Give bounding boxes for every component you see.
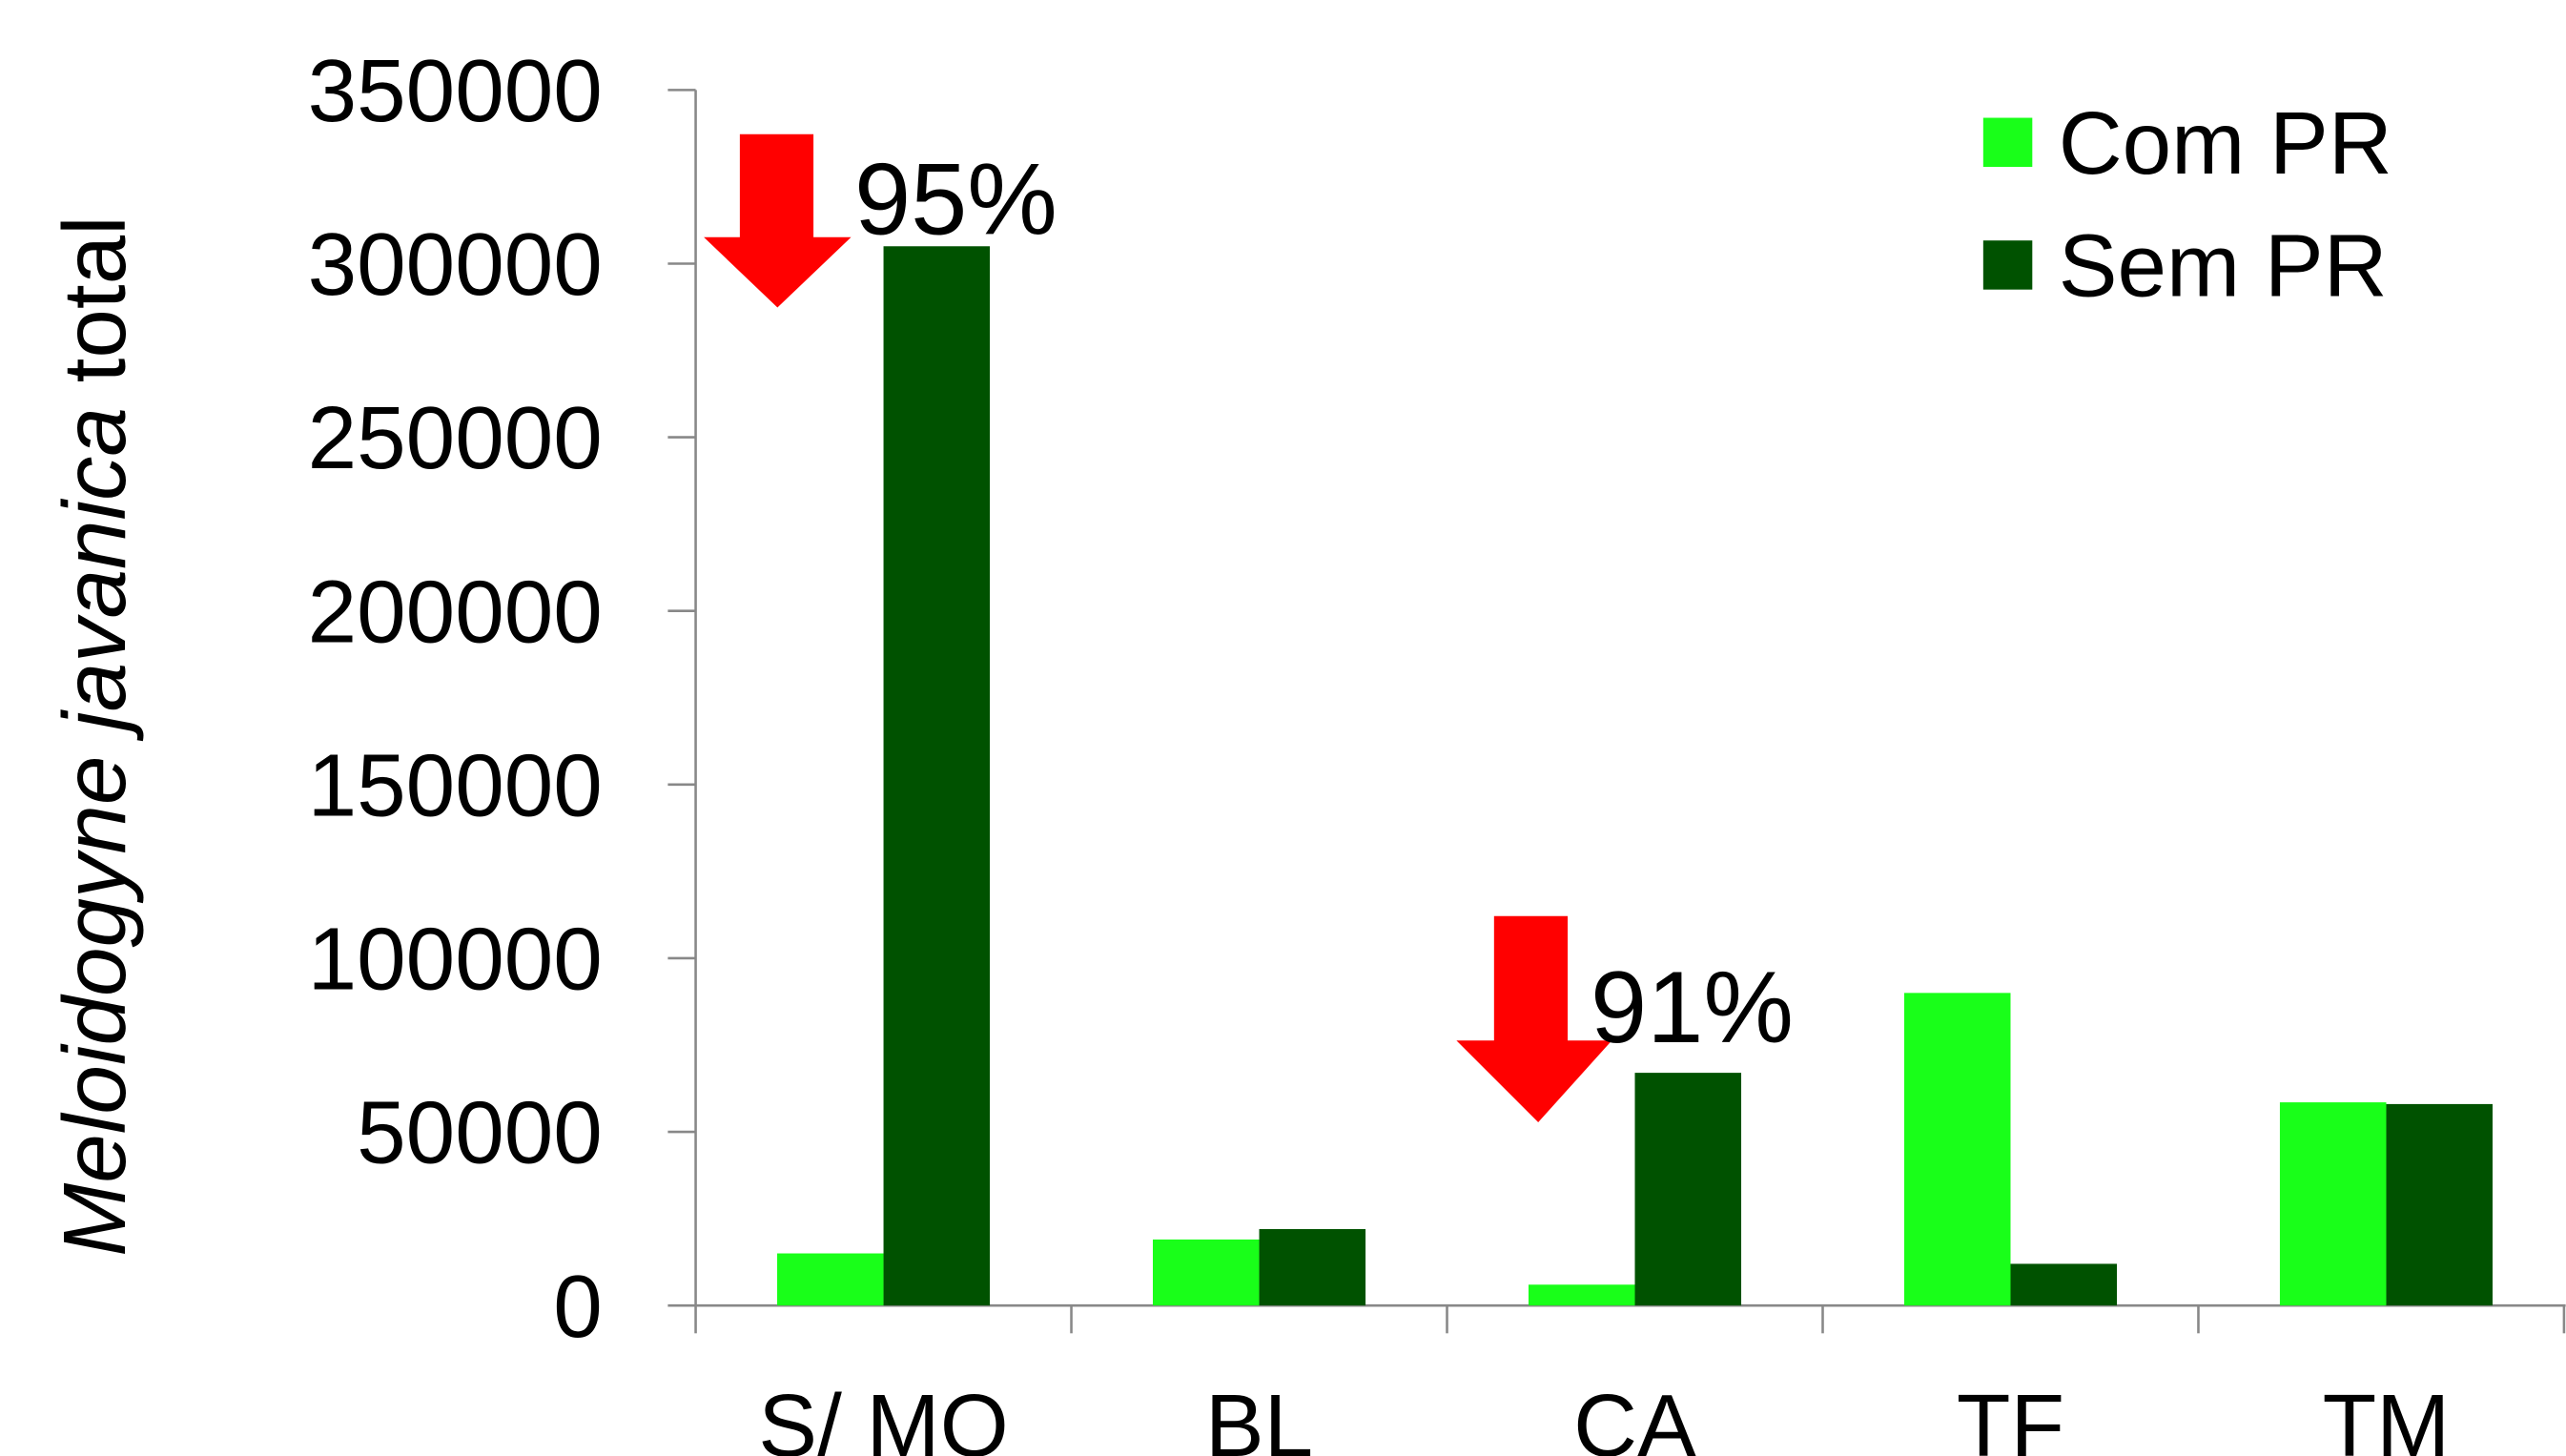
y-tick-label: 0 — [553, 1257, 603, 1356]
bar — [2386, 1103, 2493, 1306]
y-tick-label: 250000 — [308, 388, 603, 487]
legend-swatch — [1982, 240, 2033, 290]
bar — [1634, 1073, 1742, 1306]
y-tick-label: 300000 — [308, 215, 603, 314]
annotation: 91% — [1591, 951, 1794, 1064]
y-tick-label: 50000 — [357, 1083, 603, 1182]
legend-label: Sem PR — [2059, 216, 2388, 316]
annotation: 95% — [854, 142, 1057, 256]
bar — [1153, 1239, 1260, 1306]
y-tick-label: 350000 — [308, 41, 603, 140]
bar — [1903, 993, 2011, 1306]
y-tick-label: 100000 — [308, 910, 603, 1009]
legend-swatch — [1982, 117, 2033, 168]
y-tick-label: 200000 — [308, 562, 603, 661]
arrow — [1456, 915, 1612, 1122]
x-tick-label: TM — [2323, 1376, 2451, 1456]
bar — [777, 1253, 884, 1306]
arrow — [704, 133, 852, 308]
legend-label: Com PR — [2059, 93, 2392, 193]
x-tick-label: TF — [1957, 1376, 2064, 1456]
x-tick-label: S/ MO — [758, 1376, 1008, 1456]
bar — [1528, 1284, 1635, 1306]
bar — [883, 246, 991, 1306]
bar — [2010, 1263, 2118, 1306]
y-tick-label: 150000 — [308, 735, 603, 834]
bar — [2279, 1102, 2387, 1306]
x-tick-label: BL — [1205, 1376, 1313, 1456]
y-axis-label: Meloidogyne javanica total — [45, 215, 144, 1257]
y-axis-label-italic: Meloidogyne javanica — [45, 407, 144, 1257]
x-tick-label: CA — [1573, 1376, 1696, 1456]
y-axis-label-rest: total — [45, 215, 144, 382]
bar — [1259, 1229, 1366, 1306]
